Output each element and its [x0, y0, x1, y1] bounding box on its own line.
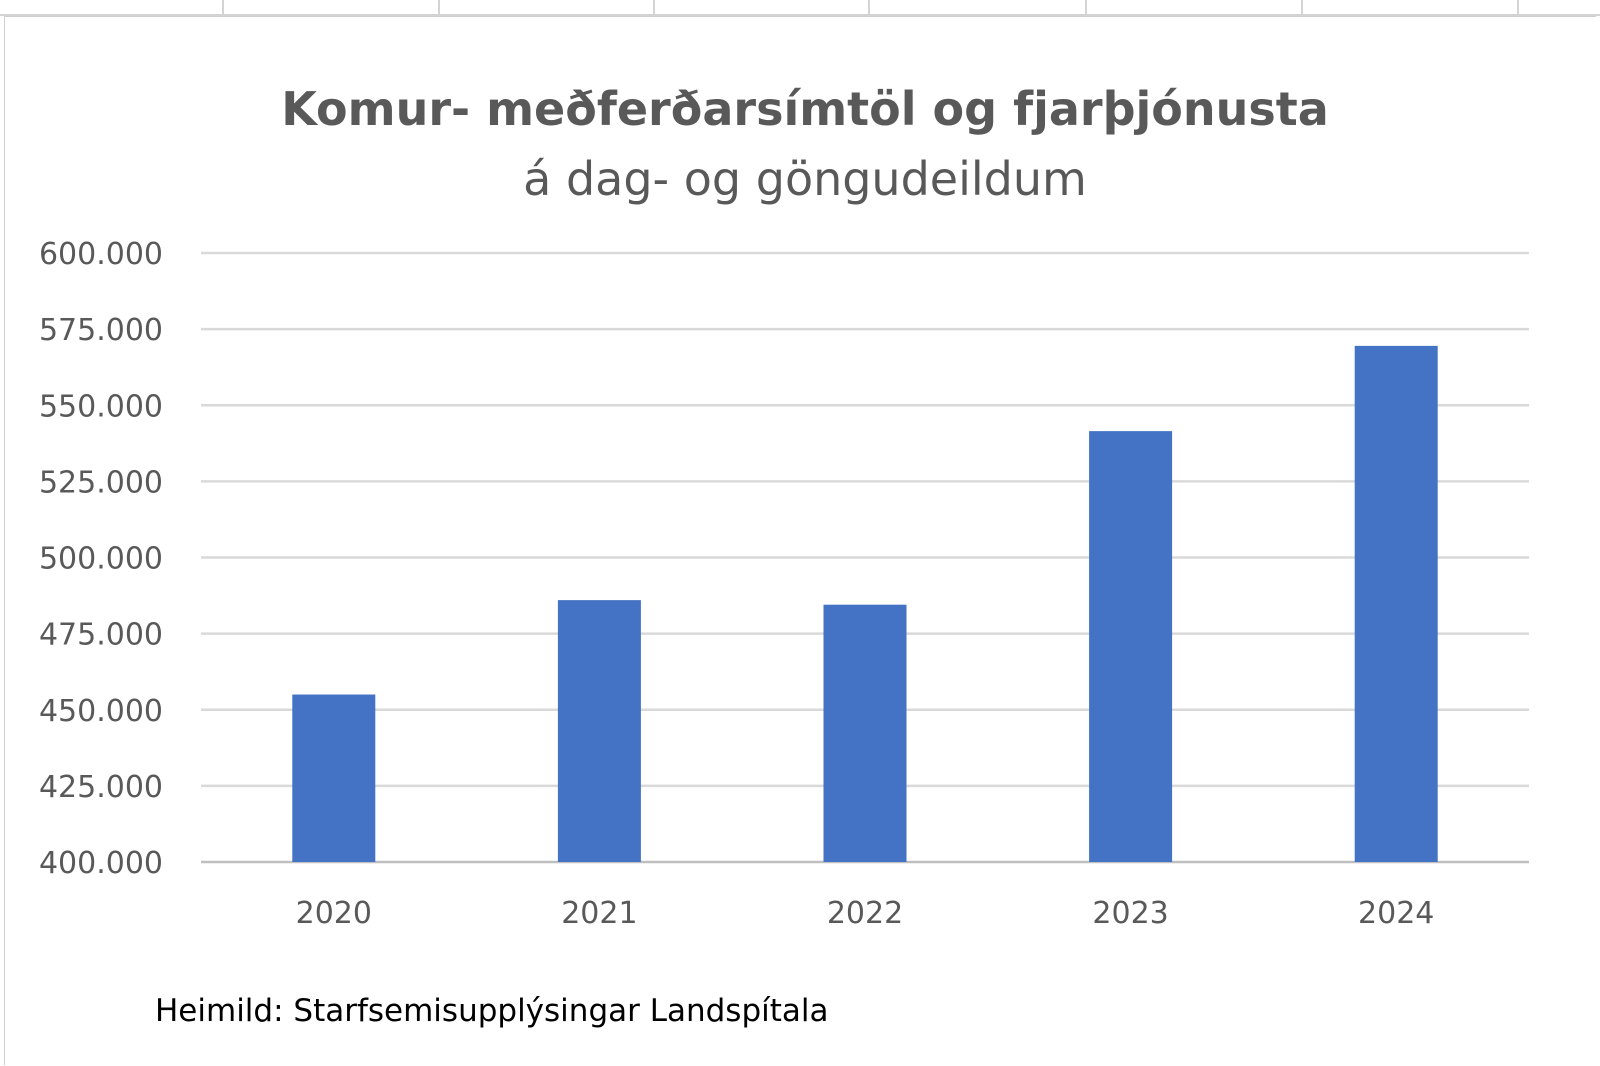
bar-2023[interactable] — [1089, 431, 1173, 862]
y-tick-label: 425.000 — [39, 770, 163, 805]
x-tick-label: 2021 — [561, 896, 637, 931]
source-note: Heimild: Starfsemisupplýsingar Landspíta… — [155, 993, 829, 1029]
y-tick-label: 575.000 — [39, 313, 163, 348]
bar-2022[interactable] — [823, 604, 907, 862]
y-axis-tick-labels: 400.000 425.000 450.000 475.000 500.000 525.0… — [39, 237, 163, 881]
chart-subtitle: á dag- og göngudeildum — [523, 152, 1087, 206]
x-tick-label: 2023 — [1092, 896, 1168, 931]
bar-2024[interactable] — [1354, 345, 1438, 862]
y-tick-label: 400.000 — [39, 846, 163, 881]
bar-2021[interactable] — [557, 600, 641, 862]
y-tick-label: 500.000 — [39, 542, 163, 577]
y-tick-label: 550.000 — [39, 389, 163, 424]
gridlines — [201, 251, 1529, 864]
bar-2020[interactable] — [292, 694, 376, 862]
bars — [292, 345, 1438, 862]
y-tick-label: 475.000 — [39, 618, 163, 653]
y-tick-label: 525.000 — [39, 465, 163, 500]
chart-title: Komur- meðferðarsímtöl og fjarþjónusta — [281, 82, 1329, 136]
x-tick-label: 2020 — [296, 896, 372, 931]
x-tick-label: 2022 — [827, 896, 903, 931]
y-tick-label: 450.000 — [39, 694, 163, 729]
bar-chart: Komur- meðferðarsímtöl og fjarþjónusta á… — [39, 82, 1529, 1029]
x-tick-label: 2024 — [1358, 896, 1434, 931]
chart-area[interactable]: Komur- meðferðarsímtöl og fjarþjónusta á… — [4, 16, 1596, 1065]
y-tick-label: 600.000 — [39, 237, 163, 272]
x-axis-tick-labels: 2020 2021 2022 2023 2024 — [296, 896, 1435, 931]
